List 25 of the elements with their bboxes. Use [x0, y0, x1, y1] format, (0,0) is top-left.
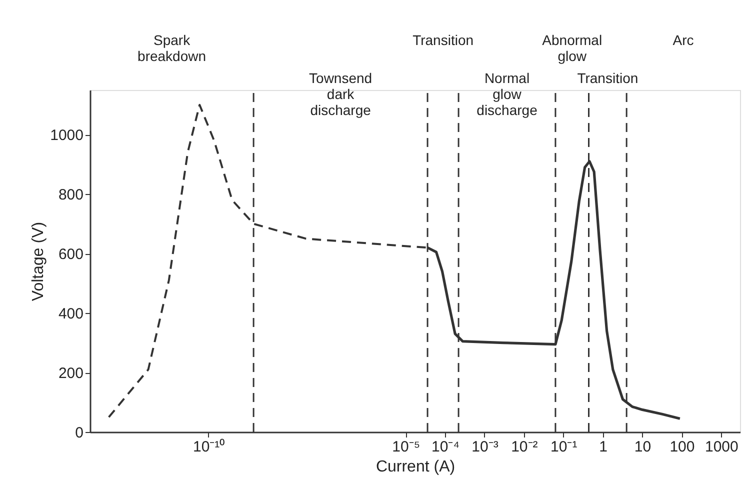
x-tick-label: 10⁻⁵ — [392, 438, 420, 456]
annotation: Townsend dark discharge — [309, 70, 372, 118]
x-tick-label: 10⁻³ — [472, 438, 498, 456]
text: Abnormal glow — [542, 32, 602, 64]
x-tick-label: 10⁻² — [511, 438, 538, 456]
annotation: Normal glow discharge — [476, 70, 538, 118]
y-tick-label: 400 — [58, 306, 84, 323]
x-tick-label: 10⁻¹⁰ — [193, 438, 225, 456]
text: Arc — [672, 32, 694, 48]
x-tick-label: 1000 — [704, 438, 738, 456]
text: Transition — [412, 32, 474, 48]
y-tick-label: 1000 — [50, 127, 84, 144]
y-tick-label: 600 — [58, 246, 84, 264]
x-axis-title: Current (A) — [376, 458, 456, 476]
text: Transition — [577, 70, 638, 86]
x-tick-label: 10 — [634, 438, 652, 456]
y-tick-label: 800 — [58, 186, 84, 204]
text: Spark breakdown — [138, 32, 206, 64]
x-tick-label: 10⁻⁴ — [431, 438, 460, 456]
x-tick-label: 100 — [670, 438, 695, 456]
x-tick-label: 1 — [599, 438, 608, 456]
y-tick-label: 200 — [58, 365, 84, 382]
y-tick-label: 0 — [75, 424, 84, 442]
x-tick-label: 10⁻¹ — [550, 438, 578, 456]
y-axis-title: Voltage (V) — [30, 222, 48, 302]
